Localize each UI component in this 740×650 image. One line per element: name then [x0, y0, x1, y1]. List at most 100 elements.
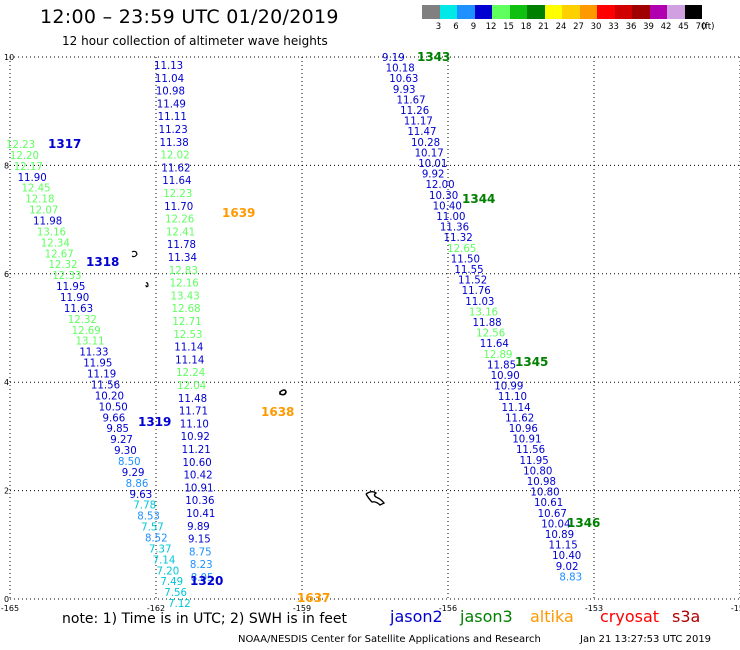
wave-height-label: 7.57 [141, 523, 164, 534]
wave-height-label: 10.50 [99, 402, 128, 413]
wave-height-label: 9.89 [187, 522, 210, 533]
wave-height-label: 11.76 [462, 286, 491, 297]
legend-label: 45 [678, 22, 689, 32]
wave-height-label: 11.64 [162, 176, 191, 187]
y-tick-label: 4 [4, 378, 9, 387]
footer-note: note: 1) Time is in UTC; 2) SWH is in fe… [62, 611, 348, 627]
wave-height-label: 10.92 [181, 432, 210, 443]
satellite-jason3-label: jason3 [460, 607, 513, 626]
wave-height-label: 12.67 [45, 249, 74, 260]
wave-height-label: 10.28 [411, 138, 440, 149]
wave-height-label: 11.95 [83, 359, 112, 370]
wave-height-label: 9.63 [130, 490, 153, 501]
legend-label: (ft) [701, 22, 715, 32]
legend-swatch [474, 5, 492, 19]
pass-time-label: 1320 [190, 574, 223, 588]
legend-label: 18 [520, 22, 532, 32]
wave-height-label: 11.78 [167, 240, 196, 251]
legend-swatch [684, 5, 702, 19]
wave-height-label: 11.70 [164, 202, 193, 213]
legend-swatch [457, 5, 475, 19]
wave-height-label: 11.17 [404, 117, 433, 128]
legend-label: 6 [453, 22, 459, 32]
wave-height-label: 11.04 [155, 74, 184, 85]
wave-height-label: 12.34 [41, 238, 70, 249]
wave-height-label: 12.56 [476, 329, 505, 340]
x-tick-label: -150 [731, 604, 740, 613]
legend-label: 9 [470, 22, 477, 32]
wave-height-label: 12.04 [177, 381, 206, 392]
wave-height-label: 10.42 [183, 471, 212, 482]
wave-height-label: 11.23 [159, 125, 188, 136]
pass-time-label: 1345 [515, 355, 548, 369]
legend-swatch [492, 5, 510, 19]
legend-label: 39 [643, 22, 654, 32]
wave-height-label: 11.56 [516, 445, 545, 456]
wave-height-label: 7.56 [164, 588, 187, 599]
wave-height-label: 7.14 [153, 555, 176, 566]
wave-height-label: 11.38 [160, 138, 189, 149]
wave-height-label: 11.19 [87, 370, 116, 381]
wave-height-label: 9.85 [106, 424, 129, 435]
wave-height-label: 10.17 [415, 148, 444, 159]
wave-height-label: 12.00 [425, 180, 454, 191]
island-outline [279, 389, 287, 396]
wave-height-label: 10.04 [541, 519, 570, 530]
wave-height-label: 10.36 [185, 496, 214, 507]
island-outline [365, 491, 386, 506]
x-tick-label: -165 [1, 604, 19, 613]
pass-time-label: 1317 [48, 137, 81, 151]
wave-height-label: 10.98 [156, 87, 185, 98]
wave-height-label: 12.65 [447, 244, 476, 255]
legend-label: 33 [608, 22, 619, 32]
wave-height-label: 11.13 [154, 61, 183, 72]
wave-height-label: 11.50 [451, 254, 480, 265]
island-outline [145, 282, 149, 288]
wave-height-label: 11.47 [407, 127, 436, 138]
wave-height-label: 7.49 [160, 577, 183, 588]
legend-swatch [632, 5, 650, 19]
wave-height-label: 12.71 [172, 317, 201, 328]
wave-height-label: 10.99 [494, 382, 523, 393]
wave-height-label: 12.83 [169, 266, 198, 277]
pass-time-label: 1344 [462, 192, 495, 206]
pass-time-label: 1319 [138, 415, 171, 429]
wave-height-label: 11.14 [501, 403, 530, 414]
wave-height-label: 7.78 [133, 501, 156, 512]
credit-line: NOAA/NESDIS Center for Satellite Applica… [238, 634, 541, 645]
color-scale-legend [422, 5, 702, 19]
wave-height-label: 11.63 [64, 304, 93, 315]
satellite-jason2-label: jason2 [390, 607, 443, 626]
wave-height-label: 11.88 [473, 318, 502, 329]
wave-height-label: 13.43 [171, 291, 200, 302]
wave-height-label: 9.92 [422, 170, 445, 181]
satellite-cryosat-label: cryosat [600, 607, 660, 626]
wave-height-label: 12.20 [10, 151, 39, 162]
wave-height-label: 10.63 [389, 74, 418, 85]
satellite-s3a-label: s3a [672, 607, 701, 626]
legend-label: 24 [555, 22, 567, 32]
wave-height-label: 11.00 [436, 212, 465, 223]
wave-height-label: 12.23 [163, 189, 192, 200]
wave-height-label: 11.10 [180, 419, 209, 430]
wave-height-label: 11.56 [91, 380, 120, 391]
wave-height-label: 11.49 [157, 99, 186, 110]
wave-height-label: 10.30 [429, 191, 458, 202]
wave-height-label: 11.14 [175, 355, 204, 366]
wave-height-label: 12.53 [173, 330, 202, 341]
legend-label: 27 [573, 22, 584, 32]
wave-height-label: 8.53 [137, 512, 160, 523]
x-tick-label: -156 [439, 604, 457, 613]
wave-height-label: 8.23 [190, 560, 213, 571]
y-tick-label: 10 [4, 53, 14, 62]
legend-label: 3 [435, 22, 442, 32]
wave-height-label: 8.50 [118, 457, 141, 468]
wave-height-label: 8.05 [191, 573, 214, 584]
wave-height-label: 12.41 [166, 227, 195, 238]
wave-height-label: 12.24 [176, 368, 205, 379]
y-tick-label: 6 [4, 270, 9, 279]
wave-height-label: 11.52 [458, 276, 487, 287]
wave-height-label: 10.91 [512, 435, 541, 446]
